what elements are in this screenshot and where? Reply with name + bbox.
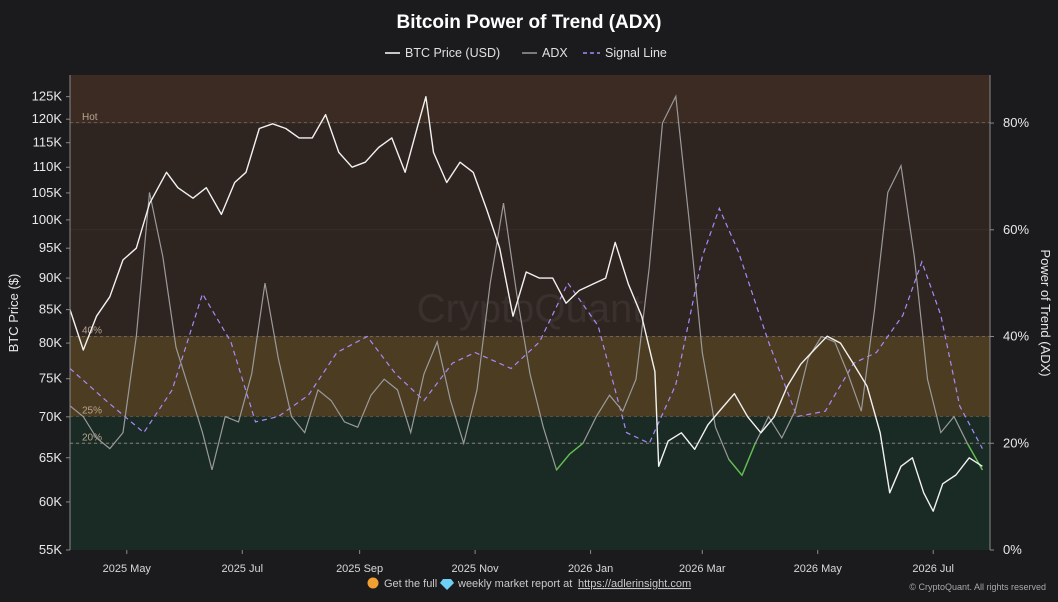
y-right-tick-label: 20% [1003, 435, 1029, 450]
y-right-tick-label: 80% [1003, 115, 1029, 130]
legend: BTC Price (USD) ADX Signal Line [385, 46, 667, 60]
zone-band-40 [70, 123, 990, 337]
zone-label-hot: Hot [82, 112, 98, 123]
plot-area [70, 94, 984, 512]
y-left-tick-label: 70K [39, 409, 62, 424]
x-tick-label: 2026 May [794, 563, 843, 575]
y-left-tick-label: 55K [39, 542, 62, 557]
y-left-tick-label: 75K [39, 371, 62, 386]
y-left-tick-label: 65K [39, 450, 62, 465]
legend-label-adx[interactable]: ADX [542, 46, 568, 60]
x-tick-label: 2025 May [103, 563, 152, 575]
chart-title: Bitcoin Power of Trend (ADX) [397, 12, 662, 33]
copyright: © CryptoQuant. All rights reserved [909, 582, 1046, 592]
y-left-ticks: 55K 60K 65K 70K 75K 80K 85K 90K 95K 100K 105K 110K 1… [32, 89, 70, 557]
watermark: CryptoQuant [417, 287, 644, 331]
btc-price-path [70, 96, 983, 512]
adx-below-20-segment [741, 442, 756, 476]
x-tick-label: 2026 Jul [912, 563, 954, 575]
adx-below-20-segment [728, 458, 743, 476]
series-signal-line [70, 206, 983, 449]
y-left-tick-label: 110K [33, 159, 63, 174]
zone-bands [70, 75, 990, 550]
x-tick-label: 2026 Jan [568, 563, 613, 575]
y-left-tick-label: 95K [39, 240, 62, 255]
signal-line-path [70, 206, 983, 449]
zone-band-25 [70, 336, 990, 417]
series-btc-price [70, 96, 983, 512]
y-left-tick-label: 85K [39, 302, 62, 317]
x-tick-label: 2025 Jul [221, 563, 263, 575]
y-left-axis-label: BTC Price ($) [6, 274, 21, 353]
footer-text-after: weekly market report at [457, 578, 572, 590]
adx-below-20-segment [569, 442, 584, 455]
legend-label-signal[interactable]: Signal Line [605, 46, 667, 60]
y-right-tick-label: 0% [1003, 542, 1022, 557]
diamond-icon [440, 579, 454, 590]
y-right-tick-label: 40% [1003, 329, 1029, 344]
y-right-axis-label: Power of Trend (ADX) [1038, 249, 1053, 376]
footer: Get the full weekly market report at htt… [367, 577, 1046, 592]
x-tick-label: 2025 Nov [452, 563, 500, 575]
y-left-tick-label: 120K [32, 111, 63, 126]
y-left-tick-label: 105K [32, 185, 63, 200]
footer-link[interactable]: https://adlerinsight.com [578, 578, 691, 590]
x-tick-label: 2025 Sep [336, 563, 383, 575]
zone-labels: Hot 40% 25% 20% [82, 112, 102, 443]
zone-label-20: 20% [82, 432, 102, 443]
adx-below-20-segment [555, 453, 571, 471]
gridlines [70, 122, 990, 444]
y-left-tick-label: 100K [32, 212, 63, 227]
zone-label-25: 25% [82, 406, 102, 417]
x-tick-label: 2026 Mar [679, 563, 726, 575]
zone-band-20 [70, 416, 990, 550]
y-right-tick-label: 60% [1003, 222, 1029, 237]
y-left-tick-label: 115K [33, 135, 63, 150]
x-ticks: 2025 May 2025 Jul 2025 Sep 2025 Nov 2026 Jan… [103, 550, 954, 575]
zone-band-hot [70, 75, 990, 124]
y-left-tick-label: 60K [39, 494, 62, 509]
legend-label-btc[interactable]: BTC Price (USD) [405, 46, 500, 60]
emoji-face-icon [367, 577, 379, 589]
y-left-tick-label: 125K [32, 89, 63, 104]
zone-label-40: 40% [82, 326, 102, 337]
footer-text-before: Get the full [384, 578, 437, 590]
y-left-tick-label: 90K [39, 270, 62, 285]
adx-line-path [70, 94, 983, 477]
y-left-tick-label: 80K [39, 335, 62, 350]
y-right-ticks: 0% 20% 40% 60% 80% [990, 115, 1029, 557]
